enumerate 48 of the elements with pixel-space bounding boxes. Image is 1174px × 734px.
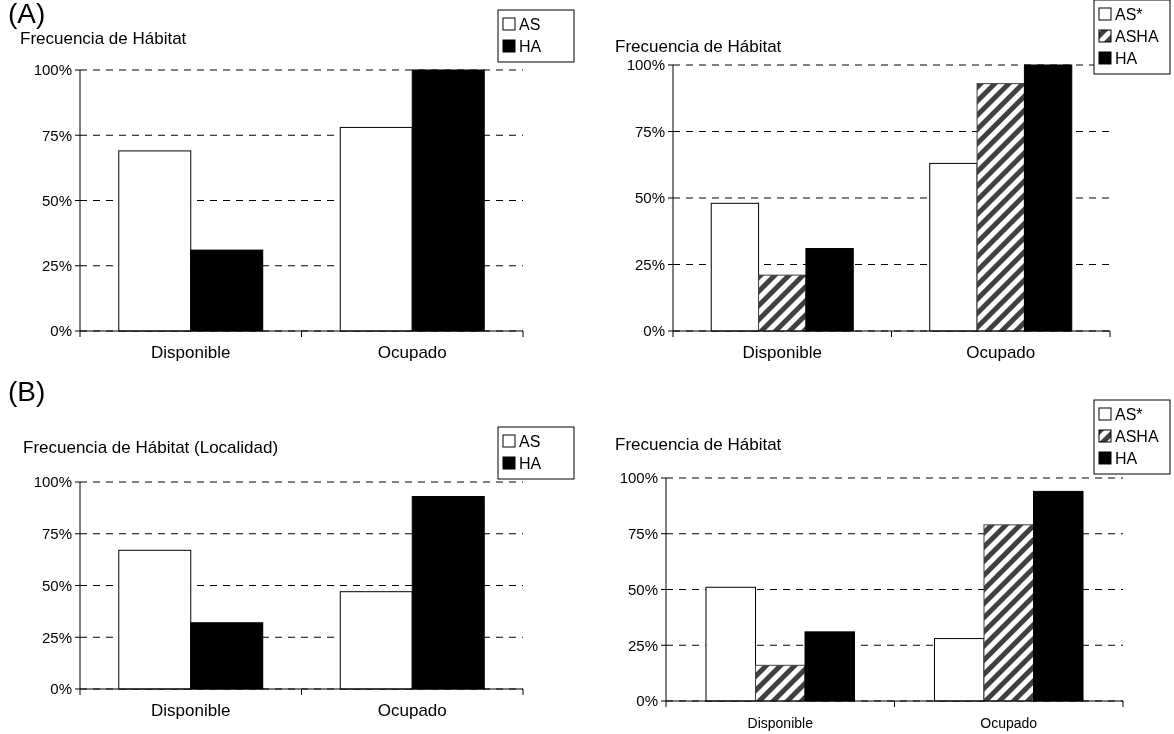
text: (B) [8,375,46,407]
legend-label: HA [519,454,542,472]
bar [983,524,1034,702]
chart-title: Frecuencia de Hábitat [615,36,782,56]
x-tick-label: Ocupado [966,343,1036,362]
y-tick-label: 75% [41,126,72,144]
bar [976,83,1025,332]
legend-label: AS [519,15,541,33]
y-tick-label: 75% [627,525,658,542]
y-tick-label: 0% [643,322,665,340]
y-tick-label: 100% [33,61,72,79]
y-tick-label: 25% [627,636,658,654]
legend-label: AS* [1115,5,1143,23]
y-tick-label: 0% [636,692,658,710]
legend-label: AS* [1115,405,1143,423]
y-tick-label: 25% [634,255,665,273]
y-tick-label: 50% [41,191,72,209]
y-tick-label: 0% [50,322,72,340]
x-tick-label: Disponible [742,343,822,362]
y-tick-label: 0% [50,680,72,698]
chart-title: Frecuencia de Hábitat [20,28,187,48]
y-tick-label: 50% [41,576,72,594]
text: (A) [8,0,46,29]
legend-label: ASHA [1115,27,1159,45]
x-tick-label: Disponible [151,701,231,720]
y-tick-label: 100% [33,473,72,491]
x-tick-label: Disponible [747,715,814,731]
y-tick-label: 75% [41,525,72,542]
y-tick-label: 100% [619,469,658,487]
x-tick-label: Disponible [151,343,231,362]
y-tick-label: 50% [627,580,658,598]
x-tick-label: Ocupado [377,343,447,362]
y-tick-label: 50% [634,189,665,207]
legend-label: HA [1115,449,1138,467]
legend-label: ASHA [1115,427,1159,445]
chart-title: Frecuencia de Hábitat (Localidad) [23,437,279,457]
y-tick-label: 75% [634,122,665,140]
bar [755,664,806,702]
legend-label: HA [1115,49,1138,67]
legend-label: HA [519,37,542,55]
y-tick-label: 100% [626,56,665,74]
legend-label: AS [519,432,541,450]
bar [758,274,807,332]
x-tick-label: Ocupado [980,715,1038,731]
x-tick-label: Ocupado [377,701,447,720]
chart-title: Frecuencia de Hábitat [615,434,782,454]
y-tick-label: 25% [41,628,72,646]
y-tick-label: 25% [41,257,72,274]
